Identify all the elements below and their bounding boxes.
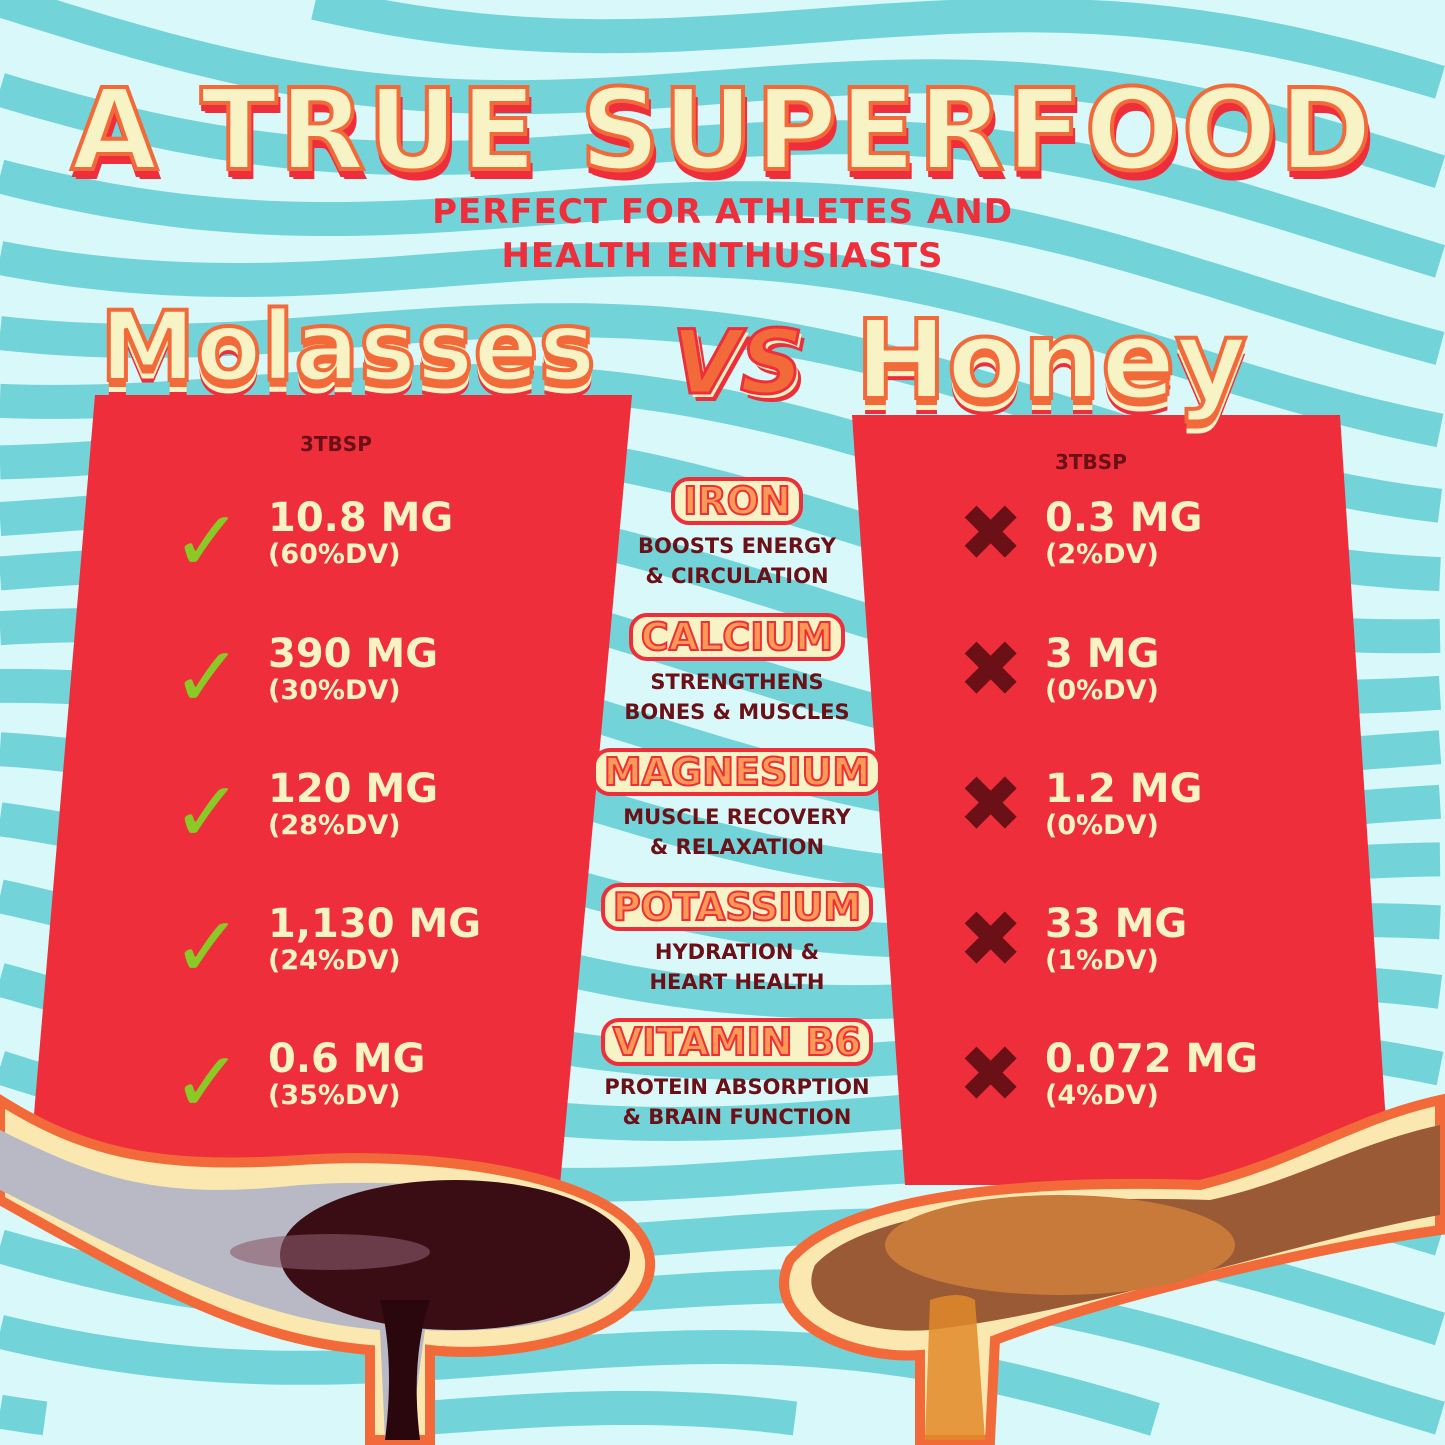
wave-stripe [311, 0, 1445, 99]
honey-serving: 3TBSP [1055, 450, 1127, 474]
nutrient-desc-2: BONES & MUSCLES [624, 700, 850, 724]
check-icon: ✓ [172, 763, 243, 861]
nutrient-name: CALCIUM [557, 613, 917, 661]
molasses-value: 120 MG [268, 766, 439, 812]
check-icon: ✓ [172, 898, 243, 996]
molasses-dv: (28%DV) [268, 810, 401, 841]
nutrient-desc-1: MUSCLE RECOVERY [623, 805, 851, 829]
honey-value: 1.2 MG [1045, 766, 1203, 812]
molasses-value: 10.8 MG [268, 495, 454, 541]
nutrient-name: POTASSIUM [557, 883, 917, 931]
molasses-dv: (60%DV) [268, 539, 401, 570]
honey-dv: (4%DV) [1045, 1080, 1159, 1111]
honey-dv: (0%DV) [1045, 675, 1159, 706]
vs-label: VS [670, 311, 804, 414]
nutrient-desc-2: & BRAIN FUNCTION [622, 1105, 852, 1129]
check-icon: ✓ [172, 628, 243, 726]
nutrient-name: IRON [557, 477, 917, 525]
molasses-panel [28, 395, 632, 1185]
nutrient-desc-1: HYDRATION & [654, 940, 820, 964]
honey-dv: (2%DV) [1045, 539, 1159, 570]
cross-icon: ✖ [958, 895, 1024, 985]
honey-dv: (0%DV) [1045, 810, 1159, 841]
honey-value: 0.072 MG [1045, 1036, 1259, 1082]
honey-heading: Honey [853, 296, 1249, 424]
honey-value: 33 MG [1045, 901, 1188, 947]
honey-panel [852, 415, 1390, 1185]
subtitle-line-1: PERFECT FOR ATHLETES AND [432, 192, 1013, 232]
subtitle-line-2: HEALTH ENTHUSIASTS [501, 236, 944, 276]
molasses-heading: Molasses [98, 291, 598, 403]
nutrient-desc-1: PROTEIN ABSORPTION [604, 1075, 870, 1099]
cross-icon: ✖ [958, 1030, 1024, 1120]
check-icon: ✓ [172, 492, 243, 590]
nutrient-name: VITAMIN B6 [557, 1018, 917, 1066]
molasses-dv: (24%DV) [268, 945, 401, 976]
wave-stripe [0, 241, 1444, 448]
nutrient-desc-2: & RELAXATION [649, 835, 825, 859]
molasses-spoon-image [0, 1094, 656, 1445]
wave-stripe [0, 159, 1445, 365]
molasses-value: 1,130 MG [268, 901, 482, 947]
honey-value: 0.3 MG [1045, 495, 1203, 541]
page-title: A TRUE SUPERFOOD [69, 66, 1375, 196]
wave-stripe [0, 0, 1445, 189]
honey-spoon-image [779, 1093, 1445, 1445]
cross-icon: ✖ [958, 625, 1024, 715]
cross-icon: ✖ [958, 489, 1024, 579]
wave-stripe [0, 73, 1445, 278]
wave-stripe [0, 1391, 798, 1437]
nutrient-desc-1: STRENGTHENS [650, 670, 824, 694]
nutrient-name: MAGNESIUM [557, 748, 917, 796]
molasses-value: 390 MG [268, 631, 439, 677]
molasses-dv: (30%DV) [268, 675, 401, 706]
cross-icon: ✖ [958, 760, 1024, 850]
molasses-dv: (35%DV) [268, 1080, 401, 1111]
nutrient-desc-2: & CIRCULATION [645, 564, 829, 588]
molasses-value: 0.6 MG [268, 1036, 426, 1082]
check-icon: ✓ [172, 1033, 243, 1131]
nutrient-desc-1: BOOSTS ENERGY [637, 534, 836, 558]
honey-dv: (1%DV) [1045, 945, 1159, 976]
honey-value: 3 MG [1045, 631, 1160, 677]
molasses-serving: 3TBSP [300, 432, 372, 456]
nutrient-desc-2: HEART HEALTH [649, 970, 825, 994]
